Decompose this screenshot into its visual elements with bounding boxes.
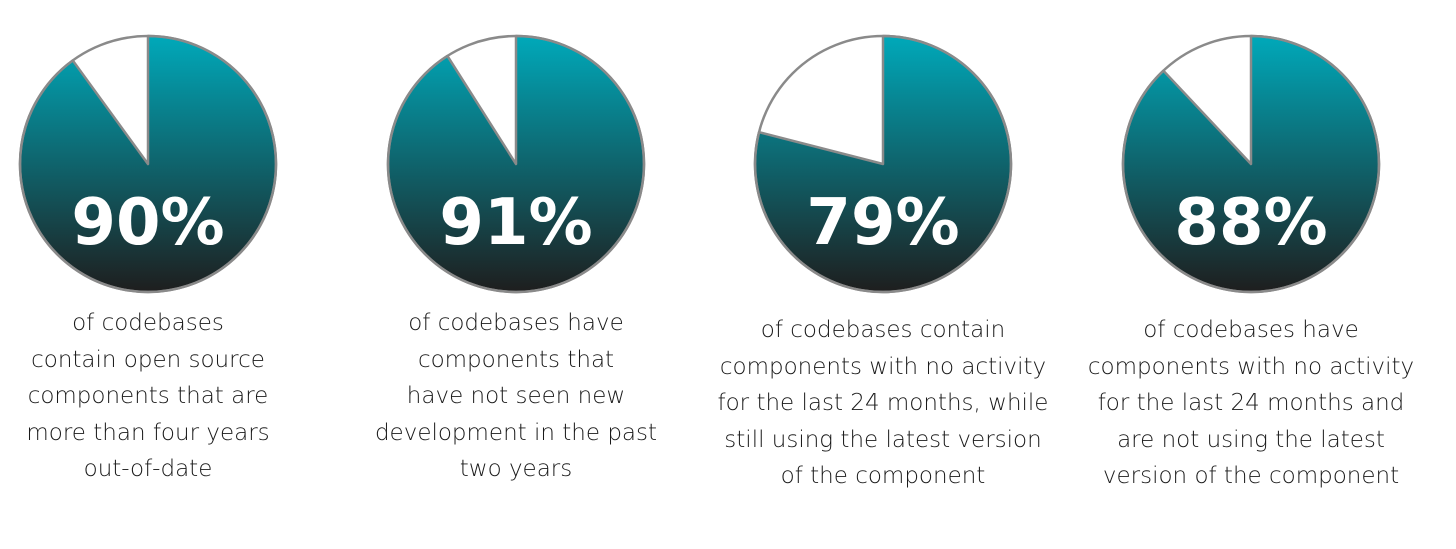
caption-line: out-of-date: [83, 456, 213, 482]
caption-line: components with no activity: [719, 353, 1047, 380]
caption-line: contain open source: [31, 346, 265, 373]
caption-line: for the last 24 months and: [1097, 390, 1405, 416]
pie-outline: [18, 34, 278, 294]
pie-chart: 88%: [1121, 34, 1381, 294]
pie-chart: 91%: [386, 34, 646, 294]
stat-card: 79% of codebases contain components with n…: [703, 0, 1063, 549]
percentage-label: 79%: [806, 186, 959, 260]
caption-line: version of the component: [1102, 463, 1400, 489]
caption-line: have not seen new: [406, 383, 626, 409]
stat-caption: of codebases have components that have not…: [336, 305, 696, 488]
caption-line: of codebases have: [408, 310, 624, 336]
stat-caption: of codebases contain components with no a…: [703, 312, 1063, 495]
caption-line: of codebases contain: [760, 317, 1006, 343]
caption-line: components that are: [27, 383, 269, 409]
percentage-label: 91%: [439, 186, 592, 260]
stat-card: 88% of codebases have components with no a…: [1071, 0, 1431, 549]
pie-outline: [753, 34, 1013, 294]
caption-line: components that: [417, 346, 615, 373]
caption-line: two years: [459, 456, 573, 482]
caption-line: components with no activity: [1087, 353, 1415, 380]
stat-card: 91% of codebases have components that have …: [336, 0, 696, 549]
caption-line: of codebases: [72, 310, 224, 336]
percentage-label: 88%: [1174, 186, 1327, 260]
pie-chart: 79%: [753, 34, 1013, 294]
stat-caption: of codebases contain open source component…: [0, 305, 328, 488]
pie-outline: [1121, 34, 1381, 294]
pie-chart: 90%: [18, 34, 278, 294]
caption-line: are not using the latest: [1117, 426, 1385, 453]
pie-outline: [386, 34, 646, 294]
percentage-label: 90%: [71, 186, 224, 260]
caption-line: of the component: [780, 463, 986, 489]
caption-line: more than four years: [26, 419, 270, 446]
caption-line: development in the past: [374, 419, 658, 446]
caption-line: for the last 24 months, while: [717, 390, 1049, 416]
caption-line: of codebases have: [1143, 317, 1359, 343]
stat-caption: of codebases have components with no acti…: [1071, 312, 1431, 495]
caption-line: still using the latest version: [724, 426, 1042, 453]
stat-card: 90% of codebases contain open source compon…: [0, 0, 328, 549]
